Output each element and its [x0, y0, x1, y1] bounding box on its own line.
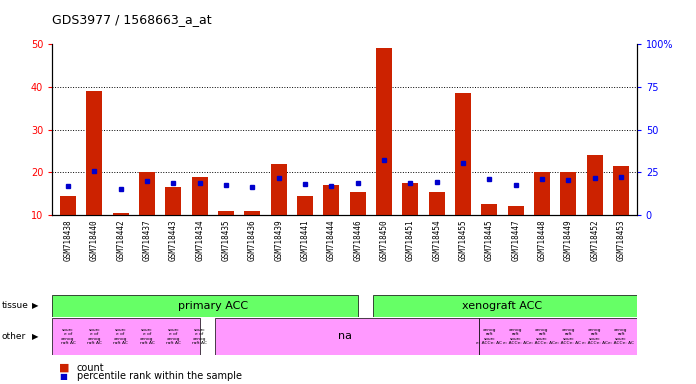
Bar [534, 172, 550, 215]
Bar [166, 187, 181, 215]
Bar [52, 318, 200, 355]
Text: GSM718447: GSM718447 [511, 219, 520, 261]
Text: GSM718437: GSM718437 [143, 219, 152, 261]
Text: xenog
raft
sourc
e: ACCe: AC: xenog raft sourc e: ACCe: AC [608, 328, 634, 345]
Bar [324, 185, 339, 215]
Bar [52, 295, 358, 317]
Text: GSM718440: GSM718440 [90, 219, 99, 261]
Text: GSM718453: GSM718453 [617, 219, 626, 261]
Bar [402, 183, 418, 215]
Text: GDS3977 / 1568663_a_at: GDS3977 / 1568663_a_at [52, 13, 212, 26]
Bar [455, 93, 471, 215]
Text: GSM718448: GSM718448 [537, 219, 546, 261]
Text: sourc
e of
xenog
raft AC: sourc e of xenog raft AC [140, 328, 155, 345]
Text: GSM718441: GSM718441 [301, 219, 310, 261]
Bar [560, 172, 576, 215]
Text: GSM718442: GSM718442 [116, 219, 125, 261]
Text: GSM718452: GSM718452 [590, 219, 599, 261]
Bar [613, 166, 629, 215]
Text: sourc
e of
xenog
raft AC: sourc e of xenog raft AC [87, 328, 102, 345]
Bar [139, 172, 155, 215]
Text: GSM718434: GSM718434 [195, 219, 204, 261]
Bar [429, 192, 445, 215]
Bar [271, 164, 287, 215]
Text: GSM718451: GSM718451 [406, 219, 415, 261]
Bar [113, 213, 129, 215]
Text: xenog
raft
sourc
e: ACCe: AC: xenog raft sourc e: ACCe: AC [503, 328, 529, 345]
Text: ▶: ▶ [32, 301, 38, 310]
Bar [244, 211, 260, 215]
Bar [587, 155, 603, 215]
Text: GSM718436: GSM718436 [248, 219, 257, 261]
Text: tissue: tissue [1, 301, 29, 310]
Bar [86, 91, 102, 215]
Text: GSM718443: GSM718443 [169, 219, 178, 261]
Bar [297, 196, 313, 215]
Text: sourc
e of
xenog
raft AC: sourc e of xenog raft AC [166, 328, 181, 345]
Text: GSM718450: GSM718450 [379, 219, 388, 261]
Text: other: other [1, 332, 26, 341]
Text: GSM718438: GSM718438 [63, 219, 72, 261]
Text: ■: ■ [59, 363, 70, 373]
Bar [216, 318, 479, 355]
Text: GSM718446: GSM718446 [353, 219, 362, 261]
Text: xenog
raft
sourc
e: ACCe: AC: xenog raft sourc e: ACCe: AC [555, 328, 581, 345]
Bar [192, 177, 207, 215]
Bar [479, 318, 637, 355]
Text: GSM718449: GSM718449 [564, 219, 573, 261]
Text: sourc
e of
xenog
raft AC: sourc e of xenog raft AC [61, 328, 75, 345]
Bar [482, 204, 497, 215]
Bar [508, 207, 523, 215]
Text: GSM718445: GSM718445 [485, 219, 494, 261]
Text: xenog
raft
sourc
e: ACCe: AC: xenog raft sourc e: ACCe: AC [529, 328, 555, 345]
Bar [350, 192, 365, 215]
Text: GSM718435: GSM718435 [221, 219, 230, 261]
Bar [374, 295, 637, 317]
Text: xenog
raft
sourc
e: ACCe: AC: xenog raft sourc e: ACCe: AC [582, 328, 608, 345]
Text: primary ACC: primary ACC [177, 301, 248, 311]
Text: GSM718439: GSM718439 [274, 219, 283, 261]
Text: na: na [338, 331, 351, 341]
Bar [376, 48, 392, 215]
Text: count: count [77, 363, 104, 373]
Text: GSM718454: GSM718454 [432, 219, 441, 261]
Text: sourc
e of
xenog
raft AC: sourc e of xenog raft AC [192, 328, 207, 345]
Text: GSM718455: GSM718455 [459, 219, 468, 261]
Bar [60, 196, 76, 215]
Text: sourc
e of
xenog
raft AC: sourc e of xenog raft AC [113, 328, 128, 345]
Text: ■: ■ [59, 372, 67, 381]
Bar [218, 211, 234, 215]
Text: ▶: ▶ [32, 332, 38, 341]
Text: xenograft ACC: xenograft ACC [462, 301, 543, 311]
Text: xenog
raft
sourc
e: ACCe: AC: xenog raft sourc e: ACCe: AC [476, 328, 503, 345]
Text: percentile rank within the sample: percentile rank within the sample [77, 371, 242, 381]
Text: GSM718444: GSM718444 [327, 219, 336, 261]
